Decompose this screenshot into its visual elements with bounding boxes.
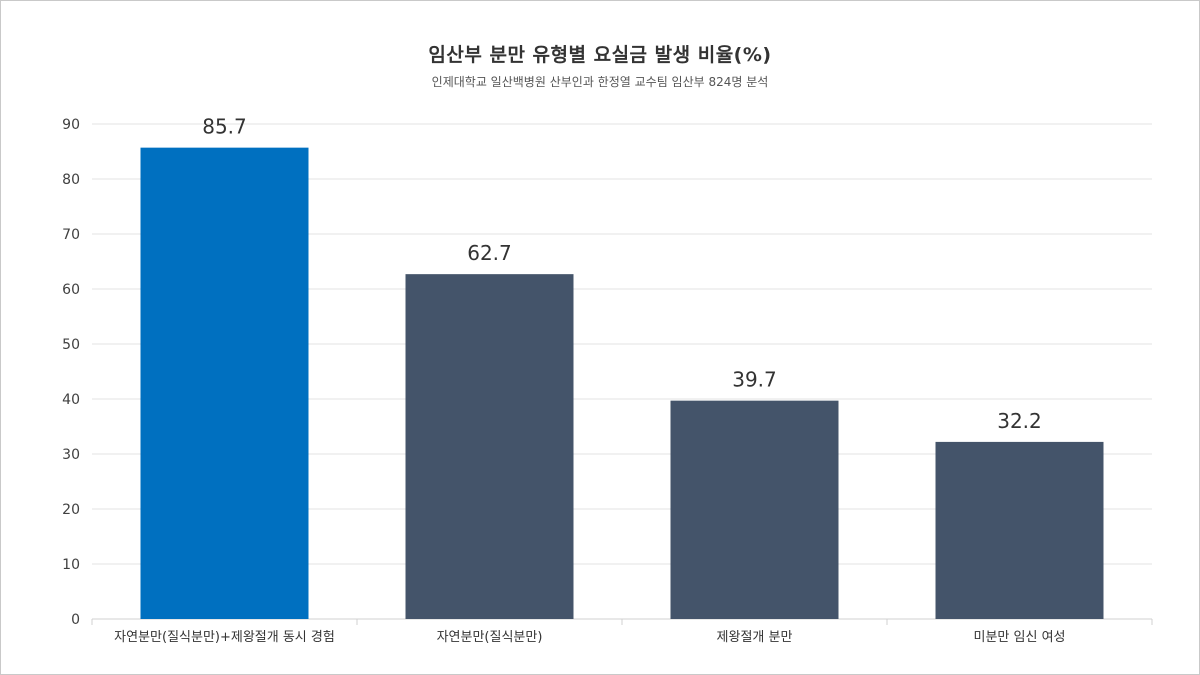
- x-tick-label: 미분만 임신 여성: [974, 630, 1066, 645]
- y-tick-label: 20: [62, 502, 80, 518]
- bar: [140, 147, 309, 619]
- y-tick-label: 60: [62, 282, 80, 298]
- chart-subtitle: 인제대학교 일산백병원 산부인과 한정열 교수팀 임산부 824명 분석: [431, 75, 769, 89]
- data-label: 85.7: [202, 115, 247, 139]
- bar: [670, 400, 839, 619]
- data-label: 32.2: [997, 409, 1042, 433]
- y-tick-label: 50: [62, 337, 80, 353]
- x-tick-label: 자연분만(질식분만)+제왕절개 동시 경험: [114, 630, 335, 645]
- y-tick-label: 70: [62, 227, 80, 243]
- bar: [935, 441, 1104, 619]
- x-tick-label: 제왕절개 분만: [717, 630, 793, 645]
- x-tick-label: 자연분만(질식분만): [437, 630, 543, 645]
- y-tick-label: 30: [62, 447, 80, 463]
- bar: [405, 274, 574, 619]
- y-tick-label: 80: [62, 172, 80, 188]
- y-tick-label: 0: [71, 612, 80, 628]
- data-label: 39.7: [732, 368, 777, 392]
- data-label: 62.7: [467, 241, 512, 265]
- y-tick-label: 40: [62, 392, 80, 408]
- chart-title: 임산부 분만 유형별 요실금 발생 비율(%): [428, 44, 772, 66]
- y-tick-label: 90: [62, 117, 80, 133]
- y-tick-label: 10: [62, 557, 80, 573]
